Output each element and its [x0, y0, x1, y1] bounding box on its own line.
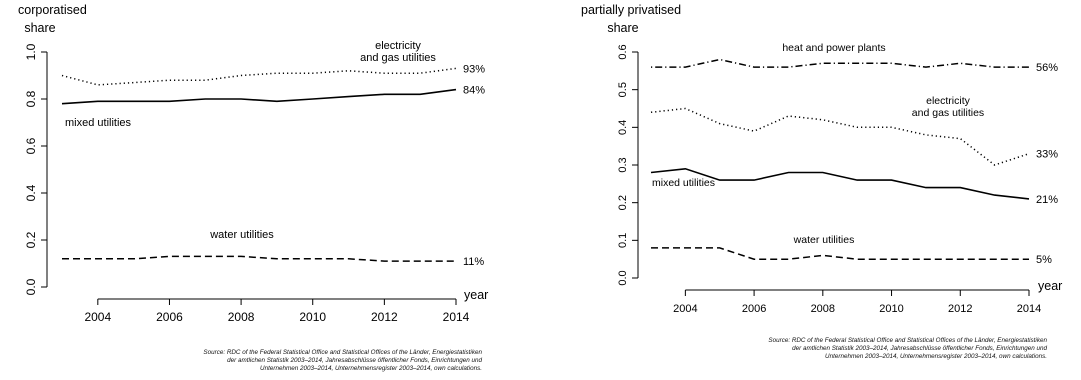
y-tick-label: 0.6 [617, 44, 629, 59]
source-note: Source: RDC of the Federal Statistical O… [768, 337, 1047, 361]
series-name-label: and gas utilities [360, 52, 436, 64]
x-axis-label: year [1038, 279, 1062, 293]
x-tick-label: 2014 [443, 310, 470, 324]
y-axis-label: share [24, 21, 55, 35]
line-chart-corporatised: corporatised share 0.0 0.2 0.4 0.6 0.8 1.0 2004 2… [18, 3, 488, 324]
x-tick-label: 2004 [84, 310, 111, 324]
series-end-label: 84% [463, 85, 485, 97]
line-chart-partially-privatised: partially privatised share 0.0 0.1 0.2 0.3 0.4… [581, 3, 1062, 315]
y-tick-label: 0.5 [617, 82, 629, 97]
x-tick-label: 2010 [299, 310, 326, 324]
series-line-mixed-utilities [61, 88, 457, 105]
y-tick-label: 0.2 [617, 195, 629, 210]
series-end-label: 93% [463, 63, 485, 75]
chart-title: corporatised [18, 3, 87, 17]
x-tick-label: 2014 [1017, 303, 1041, 315]
x-tick-label: 2010 [879, 303, 903, 315]
y-tick-label: 0.4 [617, 120, 629, 135]
chart-title: partially privatised [581, 3, 681, 17]
y-tick-label: 1.0 [24, 43, 38, 60]
source-line-3: Unternehmen 2003–2014, Unternehmensregis… [825, 353, 1047, 360]
series-name-label: water utilities [209, 229, 274, 241]
x-axis-label: year [464, 288, 488, 302]
source-line-1: Source: RDC of the Federal Statistical O… [768, 337, 1047, 344]
series-name-label: mixed utilities [65, 117, 132, 129]
series-line-heat-and-power-plants [651, 58, 1029, 68]
series-name-label: and gas utilities [912, 107, 984, 119]
y-tick-label: 0.3 [617, 157, 629, 172]
series-line-water-utilities [651, 247, 1029, 260]
x-tick-label: 2012 [948, 303, 972, 315]
x-tick-label: 2006 [156, 310, 183, 324]
y-axis-label: share [607, 21, 638, 35]
series-name-label: electricity [375, 40, 421, 52]
source-line-2: der amtlichen Statistik 2003–2014, Jahre… [792, 345, 1047, 352]
y-tick-label: 0.1 [617, 233, 629, 248]
series-end-label: 21% [1036, 194, 1058, 206]
source-note: Source: RDC of the Federal Statistical O… [203, 349, 482, 373]
series-name-label: mixed utilities [652, 177, 715, 189]
y-tick-label: 0.4 [24, 184, 38, 201]
y-tick-label: 0.6 [24, 137, 38, 154]
x-tick-label: 2004 [673, 303, 697, 315]
y-tick-label: 0.8 [24, 90, 38, 107]
chart-panel-corporatised: corporatised share 0.0 0.2 0.4 0.6 0.8 1.0 2004 2… [0, 0, 540, 380]
x-tick-label: 2012 [371, 310, 398, 324]
series-line-electricity-and-gas-utilities [61, 67, 457, 86]
source-line-1: Source: RDC of the Federal Statistical O… [203, 349, 482, 356]
y-tick-label: 0.0 [24, 278, 38, 295]
x-tick-label: 2008 [811, 303, 835, 315]
series-end-label: 56% [1036, 62, 1058, 74]
series-end-label: 11% [463, 256, 484, 268]
y-tick-label: 0.0 [617, 270, 629, 285]
chart-panel-partially-privatised: partially privatised share 0.0 0.1 0.2 0.3 0.4… [541, 0, 1081, 380]
source-line-3: Unternehmen 2003–2014, Unternehmensregis… [260, 365, 482, 372]
x-tick-label: 2008 [228, 310, 255, 324]
series-end-label: 5% [1036, 254, 1052, 266]
series-end-label: 33% [1036, 149, 1058, 161]
x-tick-label: 2006 [742, 303, 766, 315]
series-line-water-utilities [62, 255, 456, 262]
y-tick-label: 0.2 [24, 231, 38, 248]
source-line-2: der amtlichen Statistik 2003–2014, Jahre… [227, 357, 482, 364]
series-line-mixed-utilities [650, 167, 1030, 200]
series-name-label: heat and power plants [782, 42, 885, 54]
series-name-label: water utilities [793, 234, 855, 246]
series-name-label: electricity [926, 95, 971, 107]
